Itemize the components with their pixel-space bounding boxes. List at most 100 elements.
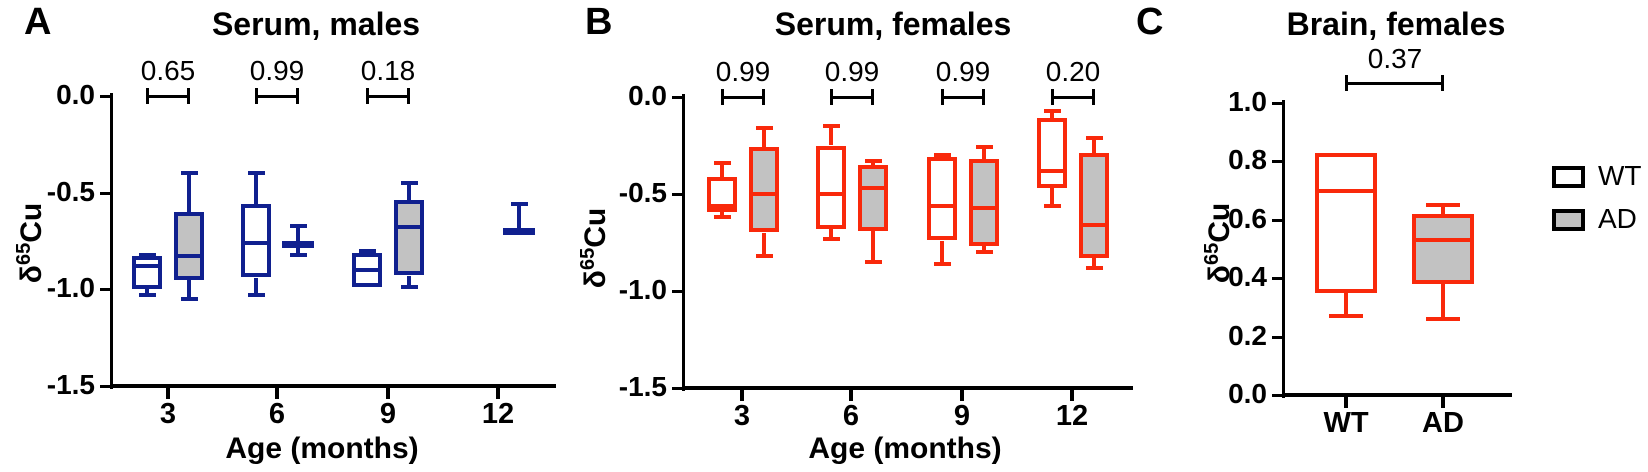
bracket-end-cap [1092, 89, 1095, 105]
whisker-cap [1426, 317, 1460, 321]
comparison-bracket [147, 95, 189, 98]
x-tick-label: 12 [481, 398, 515, 430]
comparison-bracket [367, 95, 409, 98]
y-tick-label: 0.4 [1228, 261, 1267, 292]
whisker-cap [823, 237, 840, 241]
whisker-cap [290, 224, 307, 228]
whisker-stem [982, 147, 986, 159]
x-axis-line [1282, 393, 1512, 397]
y-tick-label: -0.5 [46, 176, 95, 207]
y-tick [672, 193, 682, 196]
panel-b-y-axis-label: δ65Cu [568, 138, 612, 358]
x-tick-label: 12 [1055, 400, 1089, 432]
bracket-end-cap [982, 89, 985, 105]
delta-symbol: δ [1203, 265, 1236, 284]
whisker-cap [1086, 266, 1103, 270]
whisker-stem [762, 233, 766, 256]
bracket-end-cap [255, 88, 258, 104]
panel-c-letter: C [1136, 1, 1164, 43]
box-wt [352, 253, 382, 287]
box-median [753, 192, 775, 196]
bracket-end-cap [830, 89, 833, 105]
comparison-bracket [1346, 82, 1443, 85]
p-value-label: 0.65 [140, 55, 196, 86]
y-tick [100, 288, 110, 291]
whisker-stem [982, 246, 986, 252]
bracket-end-cap [762, 89, 765, 105]
whisker-cap [1044, 109, 1061, 113]
whisker-cap [401, 181, 418, 185]
y-tick [100, 192, 110, 195]
whisker-cap [714, 215, 731, 219]
whisker-cap [181, 171, 198, 175]
whisker-stem [829, 126, 833, 145]
x-tick-label: 9 [379, 398, 397, 430]
whisker-cap [290, 253, 307, 257]
x-axis-line [110, 384, 556, 388]
y-tick-label: -1.5 [46, 369, 95, 400]
box-median [973, 206, 995, 210]
y-tick [1272, 336, 1282, 339]
whisker-stem [254, 278, 258, 295]
p-value-label: 0.20 [1045, 56, 1101, 87]
whisker-stem [1050, 188, 1054, 205]
collapsed-box-median [282, 241, 314, 248]
y-tick-label: 0.2 [1228, 320, 1267, 351]
box-ad [174, 212, 204, 280]
box-wt [1037, 118, 1067, 188]
whisker-stem [1092, 138, 1096, 154]
box-median [136, 264, 158, 268]
whisker-cap [756, 254, 773, 258]
whisker-stem [187, 280, 191, 299]
whisker-cap [976, 145, 993, 149]
whisker-stem [720, 163, 724, 177]
box-median [398, 225, 420, 229]
y-tick [1272, 394, 1282, 397]
delta-symbol: δ [579, 270, 612, 289]
box-median [820, 192, 842, 196]
box-wt [132, 256, 162, 289]
box-ad [749, 147, 779, 232]
y-tick [672, 387, 682, 390]
box-median [1416, 238, 1470, 242]
bracket-end-cap [871, 89, 874, 105]
whisker-cap [1086, 136, 1103, 140]
box-median [178, 254, 200, 258]
p-value-label: 0.99 [935, 56, 991, 87]
element-symbol: Cu [15, 202, 48, 243]
comparison-bracket [1052, 96, 1094, 99]
whisker-cap [1044, 204, 1061, 208]
collapsed-box-median [503, 228, 535, 235]
y-tick [1272, 219, 1282, 222]
whisker-stem [829, 229, 833, 239]
x-tick-label: 3 [733, 400, 751, 432]
y-axis-line [110, 93, 113, 389]
whisker-cap [511, 202, 528, 206]
whisker-cap [934, 262, 951, 266]
element-symbol: Cu [579, 207, 612, 248]
bracket-end-cap [1051, 89, 1054, 105]
box-median [862, 186, 884, 190]
y-tick [1272, 277, 1282, 280]
y-tick-label: -0.5 [618, 177, 667, 208]
whisker-stem [407, 183, 411, 200]
panel-a-x-axis-label: Age (months) [225, 432, 419, 465]
whisker-stem [1441, 205, 1445, 214]
y-tick-label: -1.0 [618, 274, 667, 305]
legend: WT AD [1552, 162, 1648, 236]
p-value-label: 0.37 [1367, 43, 1423, 74]
y-tick-label: 0.8 [1228, 144, 1267, 175]
isotope-superscript: 65 [13, 242, 35, 266]
whisker-stem [1441, 284, 1445, 319]
whisker-stem [407, 276, 411, 288]
y-tick [100, 385, 110, 388]
bracket-end-cap [721, 89, 724, 105]
y-tick [1272, 160, 1282, 163]
panel-a-y-axis-label: δ65Cu [4, 133, 48, 353]
bracket-end-cap [407, 88, 410, 104]
p-value-label: 0.99 [715, 56, 771, 87]
y-axis-line [1282, 100, 1285, 398]
